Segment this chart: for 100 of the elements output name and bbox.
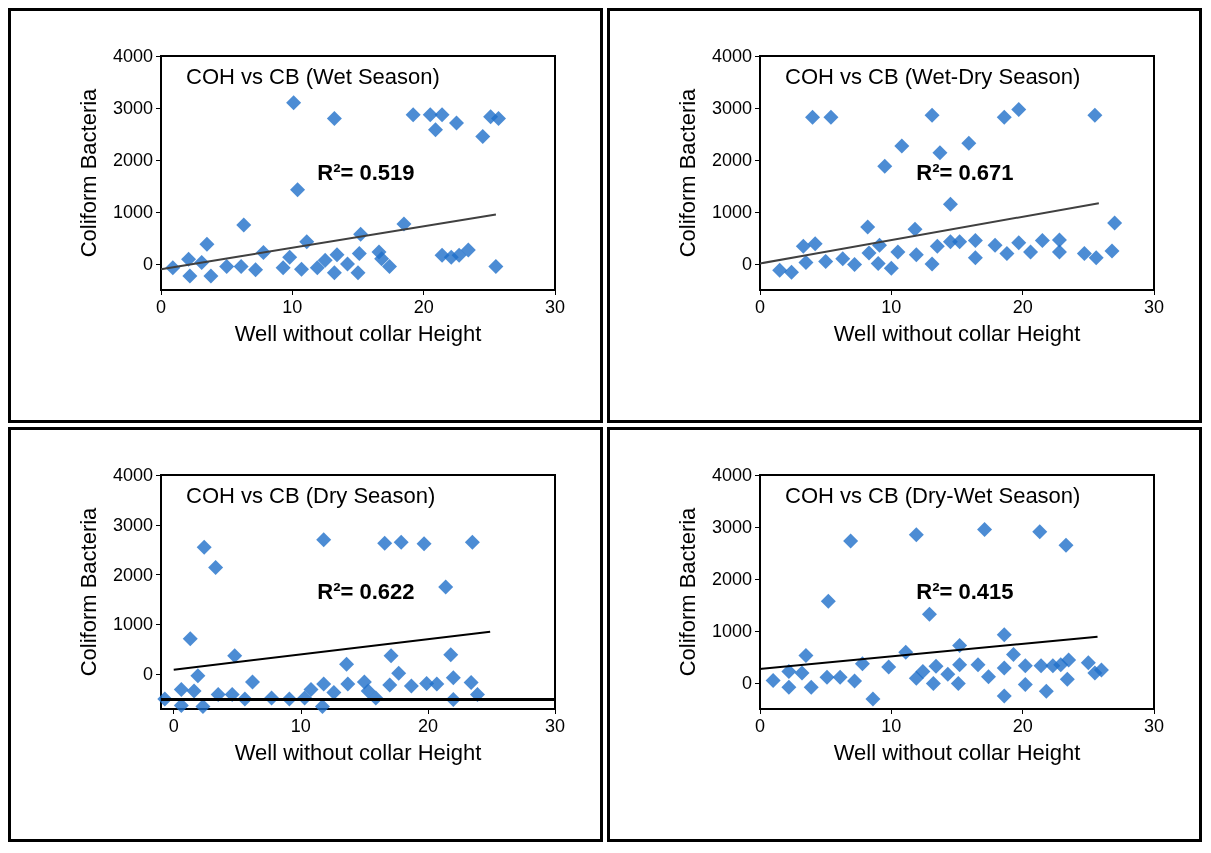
y-axis-title: Coliform Bacteria xyxy=(674,506,700,677)
point xyxy=(952,234,968,250)
point xyxy=(182,631,198,647)
point xyxy=(915,664,931,680)
point xyxy=(932,145,948,161)
point xyxy=(883,260,899,276)
point xyxy=(860,219,876,235)
x-tick-label: 20 xyxy=(1012,716,1033,736)
point xyxy=(316,676,332,692)
point xyxy=(967,250,983,266)
x-tick-label: 10 xyxy=(290,716,311,736)
point xyxy=(908,527,924,543)
point xyxy=(451,247,467,263)
point xyxy=(1087,107,1103,123)
x-axis-title: Well without collar Height xyxy=(833,739,1081,765)
point xyxy=(890,244,906,260)
point xyxy=(861,245,877,261)
point xyxy=(419,676,435,692)
point xyxy=(1017,677,1033,693)
point xyxy=(248,262,264,278)
point xyxy=(1093,662,1109,678)
point xyxy=(460,242,476,258)
point xyxy=(843,533,859,549)
point xyxy=(798,647,814,663)
point xyxy=(1032,524,1048,540)
point xyxy=(382,259,398,275)
point xyxy=(881,659,897,675)
point xyxy=(429,676,445,692)
y-tick-label: 3000 xyxy=(112,98,153,118)
point xyxy=(818,253,834,269)
chart-title: COH vs CB (Wet-Dry Season) xyxy=(785,63,1081,89)
point xyxy=(1076,246,1092,262)
y-tick-label: 0 xyxy=(142,254,153,274)
x-tick-label: 20 xyxy=(417,716,438,736)
point xyxy=(463,675,479,691)
point xyxy=(382,677,398,693)
point xyxy=(1058,537,1074,553)
point xyxy=(294,261,310,277)
y-tick-label: 2000 xyxy=(711,150,752,170)
y-tick-label: 3000 xyxy=(711,517,752,537)
point xyxy=(374,251,390,267)
point xyxy=(182,268,198,284)
point xyxy=(326,265,342,281)
point xyxy=(1011,235,1027,251)
point xyxy=(907,221,923,237)
point xyxy=(196,539,212,555)
point xyxy=(894,138,910,154)
point xyxy=(1059,671,1075,687)
point xyxy=(393,534,409,550)
point xyxy=(377,535,393,551)
point xyxy=(314,699,330,715)
point xyxy=(970,657,986,673)
point xyxy=(908,247,924,263)
point xyxy=(1023,244,1039,260)
point xyxy=(981,669,997,685)
point xyxy=(475,129,491,145)
point xyxy=(823,109,839,125)
y-tick-label: 4000 xyxy=(112,46,153,66)
point xyxy=(1107,215,1123,231)
point xyxy=(350,265,366,281)
annotation: R²= 0.622 xyxy=(317,578,415,604)
point xyxy=(996,660,1012,676)
point xyxy=(977,522,993,538)
x-tick-label: 0 xyxy=(754,716,766,736)
point xyxy=(781,664,797,680)
point xyxy=(203,268,219,284)
point xyxy=(832,669,848,685)
y-tick-label: 4000 xyxy=(711,465,752,485)
point xyxy=(383,648,399,664)
point xyxy=(870,255,886,271)
point xyxy=(339,256,355,272)
point xyxy=(199,236,215,252)
point xyxy=(186,683,202,699)
y-tick-label: 2000 xyxy=(112,564,153,585)
x-axis-title: Well without collar Height xyxy=(833,320,1081,346)
point xyxy=(316,532,332,548)
point xyxy=(190,668,206,684)
point xyxy=(491,110,507,126)
point xyxy=(403,678,419,694)
point xyxy=(805,109,821,125)
x-tick-label: 30 xyxy=(1143,716,1165,736)
x-tick-label: 10 xyxy=(881,716,902,736)
point xyxy=(326,110,342,126)
point xyxy=(807,236,823,252)
point xyxy=(286,95,302,111)
y-tick-label: 4000 xyxy=(112,465,153,485)
x-tick-label: 20 xyxy=(413,297,434,317)
point xyxy=(1104,243,1120,259)
chart-title: COH vs CB (Dry-Wet Season) xyxy=(785,482,1081,508)
x-tick-label: 20 xyxy=(1012,297,1033,317)
point xyxy=(488,259,504,275)
point xyxy=(340,676,356,692)
x-tick-label: 30 xyxy=(544,297,566,317)
point xyxy=(1017,658,1033,674)
x-tick-label: 10 xyxy=(282,297,303,317)
point xyxy=(219,259,235,275)
annotation: R²= 0.415 xyxy=(916,578,1014,604)
point xyxy=(233,259,249,275)
point xyxy=(181,251,197,267)
point xyxy=(929,238,945,254)
